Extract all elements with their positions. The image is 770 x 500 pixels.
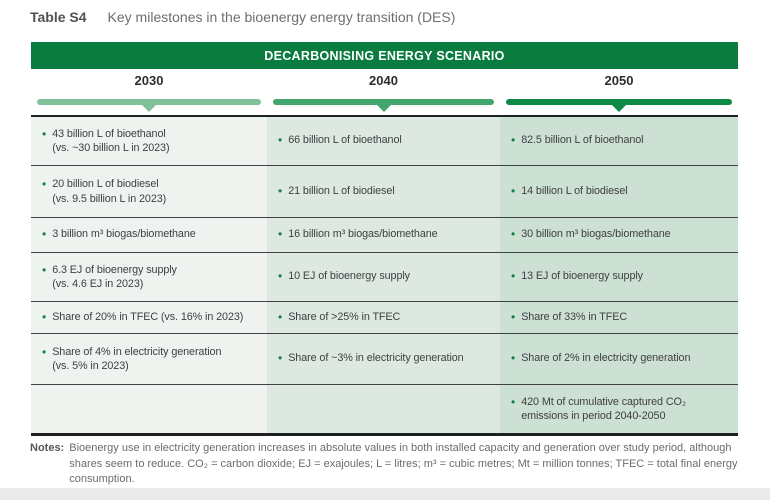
table-row-bioenergy-supply: • 6.3 EJ of bioenergy supply (vs. 4.6 EJ … <box>31 253 738 302</box>
arrow-down-icon <box>374 103 393 112</box>
timeline-bar-2050 <box>506 99 732 112</box>
cell-2050: • Share of 2% in electricity generation <box>500 334 738 384</box>
timeline-column-2030: 2030 <box>31 73 267 112</box>
bullet-icon: • <box>278 227 283 242</box>
cell-2050: • Share of 33% in TFEC <box>500 302 738 333</box>
milestone-subtext: (vs. 5% in 2023) <box>52 360 129 372</box>
arrow-down-icon <box>140 103 158 112</box>
milestone-text: 82.5 billion L of bioethanol <box>521 134 644 147</box>
cell-2040: • 10 EJ of bioenergy supply <box>267 253 500 301</box>
timeline-bar-2030 <box>37 99 261 112</box>
year-label-2040: 2040 <box>369 73 398 88</box>
footer-strip <box>0 488 770 500</box>
table-row-tfec-share: • Share of 20% in TFEC (vs. 16% in 2023)… <box>31 302 738 334</box>
cell-2030-empty <box>31 385 267 433</box>
bullet-icon: • <box>278 351 283 366</box>
milestone-text: 14 billion L of biodiesel <box>521 184 628 197</box>
cell-2030: • 43 billion L of bioethanol (vs. ~30 bil… <box>31 117 267 165</box>
bullet-icon: • <box>511 133 516 148</box>
cell-2030: • Share of 4% in electricity generation (… <box>31 334 267 384</box>
milestone-text: 16 billion m³ biogas/biomethane <box>288 228 438 241</box>
cell-2050: • 13 EJ of bioenergy supply <box>500 253 738 301</box>
year-label-2050: 2050 <box>604 73 634 88</box>
milestone-subtext: (vs. ~30 billion L in 2023) <box>52 142 170 154</box>
cell-2040-empty <box>267 385 500 433</box>
milestone-text: Share of 33% in TFEC <box>521 310 628 323</box>
notes: Notes: Bioenergy use in electricity gene… <box>30 441 738 488</box>
bullet-icon: • <box>511 394 516 409</box>
bullet-icon: • <box>42 227 47 242</box>
bullet-icon: • <box>42 309 47 324</box>
milestone-text: 21 billion L of biodiesel <box>288 184 395 197</box>
milestone-text: Share of 2% in electricity generation <box>521 352 691 365</box>
bullet-icon: • <box>278 183 283 198</box>
milestone-text: 66 billion L of bioethanol <box>288 134 402 147</box>
milestone-subtext: (vs. 9.5 billion L in 2023) <box>52 192 167 205</box>
cell-2050: • 82.5 billion L of bioethanol <box>500 117 738 165</box>
timeline-column-2040: 2040 <box>267 73 500 112</box>
milestones-table: • 43 billion L of bioethanol (vs. ~30 bil… <box>31 115 738 436</box>
milestone-text: 420 Mt of cumulative captured CO₂ emissi… <box>521 395 686 422</box>
cell-2050: • 420 Mt of cumulative captured CO₂ emis… <box>500 385 738 433</box>
milestone-text: 13 EJ of bioenergy supply <box>521 270 643 283</box>
bullet-icon: • <box>278 309 283 324</box>
bullet-icon: • <box>511 183 516 198</box>
table-row-electricity-share: • Share of 4% in electricity generation (… <box>31 334 738 385</box>
milestone-text: 30 billion m³ biogas/biomethane <box>521 228 671 241</box>
bullet-icon: • <box>511 269 516 284</box>
cell-2030: • 6.3 EJ of bioenergy supply (vs. 4.6 EJ … <box>31 253 267 301</box>
milestone-text: Share of >25% in TFEC <box>288 310 401 323</box>
milestone-text: 10 EJ of bioenergy supply <box>288 270 410 283</box>
bullet-icon: • <box>42 177 47 192</box>
milestone-text: Share of ~3% in electricity generation <box>288 352 464 365</box>
arrow-down-icon <box>610 103 628 112</box>
cell-2050: • 30 billion m³ biogas/biomethane <box>500 218 738 252</box>
table-caption: Table S4 Key milestones in the bioenergy… <box>30 9 455 25</box>
milestone-text: 20 billion L of biodiesel <box>52 178 159 191</box>
bullet-icon: • <box>42 126 47 141</box>
notes-text: Bioenergy use in electricity generation … <box>69 442 738 486</box>
cell-2050: • 14 billion L of biodiesel <box>500 166 738 217</box>
milestone-text: Share of 4% in electricity generation <box>52 345 222 358</box>
cell-2040: • Share of ~3% in electricity generation <box>267 334 500 384</box>
cell-2040: • 16 billion m³ biogas/biomethane <box>267 218 500 252</box>
table-row-biodiesel: • 20 billion L of biodiesel (vs. 9.5 bill… <box>31 166 738 218</box>
cell-2040: • Share of >25% in TFEC <box>267 302 500 333</box>
milestone-text: 6.3 EJ of bioenergy supply <box>52 263 177 276</box>
timeline-header: 2030 2040 2050 <box>31 73 738 112</box>
table-row-biogas: • 3 billion m³ biogas/biomethane • 16 bi… <box>31 218 738 253</box>
scenario-banner-title: DECARBONISING ENERGY SCENARIO <box>264 48 505 63</box>
timeline-column-2050: 2050 <box>500 73 738 112</box>
bullet-icon: • <box>511 351 516 366</box>
bullet-icon: • <box>511 227 516 242</box>
table-row-captured-co2: • 420 Mt of cumulative captured CO₂ emis… <box>31 385 738 433</box>
bullet-icon: • <box>42 344 47 359</box>
milestone-subtext: (vs. 4.6 EJ in 2023) <box>52 278 144 290</box>
cell-2030: • 3 billion m³ biogas/biomethane <box>31 218 267 252</box>
cell-2030: • Share of 20% in TFEC (vs. 16% in 2023) <box>31 302 267 333</box>
bullet-icon: • <box>278 133 283 148</box>
notes-label: Notes: <box>30 442 65 454</box>
cell-2040: • 66 billion L of bioethanol <box>267 117 500 165</box>
table-row-bioethanol: • 43 billion L of bioethanol (vs. ~30 bil… <box>31 117 738 166</box>
milestone-text: 43 billion L of bioethanol <box>52 127 166 140</box>
bullet-icon: • <box>42 262 47 277</box>
milestone-text: Share of 20% in TFEC (vs. 16% in 2023) <box>52 310 244 323</box>
table-title-text: Key milestones in the bioenergy energy t… <box>107 9 456 25</box>
bullet-icon: • <box>511 309 516 324</box>
scenario-banner: DECARBONISING ENERGY SCENARIO <box>31 42 738 69</box>
year-label-2030: 2030 <box>134 73 164 88</box>
table-number-label: Table S4 <box>30 9 87 25</box>
cell-2040: • 21 billion L of biodiesel <box>267 166 500 217</box>
milestone-text: 3 billion m³ biogas/biomethane <box>52 228 196 241</box>
bullet-icon: • <box>278 269 283 284</box>
timeline-bar-2040 <box>273 99 494 112</box>
cell-2030: • 20 billion L of biodiesel (vs. 9.5 bill… <box>31 166 267 217</box>
